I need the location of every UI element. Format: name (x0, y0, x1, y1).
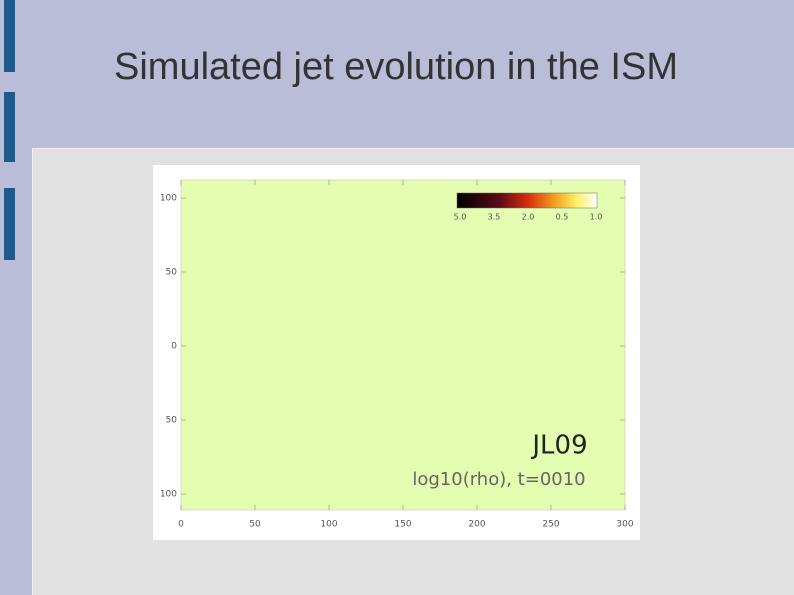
accent-bar (4, 188, 15, 260)
x-tick-label: 50 (249, 520, 261, 530)
run-label: JL09 (530, 431, 587, 461)
caption: log10(rho), t=0010 (412, 469, 585, 490)
x-tick-label: 250 (542, 520, 559, 530)
colorbar-tick-label: 3.5 (488, 213, 501, 222)
y-tick-label: 50 (166, 268, 178, 278)
x-tick-label: 300 (616, 520, 633, 530)
accent-bar (4, 92, 15, 162)
x-tick-label: 100 (320, 520, 337, 530)
slide-title: Simulated jet evolution in the ISM (114, 46, 678, 88)
colorbar-tick-label: 2.0 (522, 213, 535, 222)
colorbar-tick-label: 1.0 (590, 213, 603, 222)
plot-area (180, 179, 626, 511)
x-tick-label: 0 (178, 520, 184, 530)
y-tick-label: 50 (166, 416, 178, 426)
colorbar (456, 192, 598, 209)
x-tick-label: 200 (468, 520, 485, 530)
y-tick-label: 100 (160, 194, 177, 204)
y-tick-label: 100 (160, 490, 177, 500)
y-tick-label: 0 (171, 342, 177, 352)
accent-bar (4, 0, 15, 72)
colorbar-tick-label: 0.5 (556, 213, 569, 222)
colorbar-tick-label: 5.0 (454, 213, 467, 222)
x-tick-label: 150 (394, 520, 411, 530)
